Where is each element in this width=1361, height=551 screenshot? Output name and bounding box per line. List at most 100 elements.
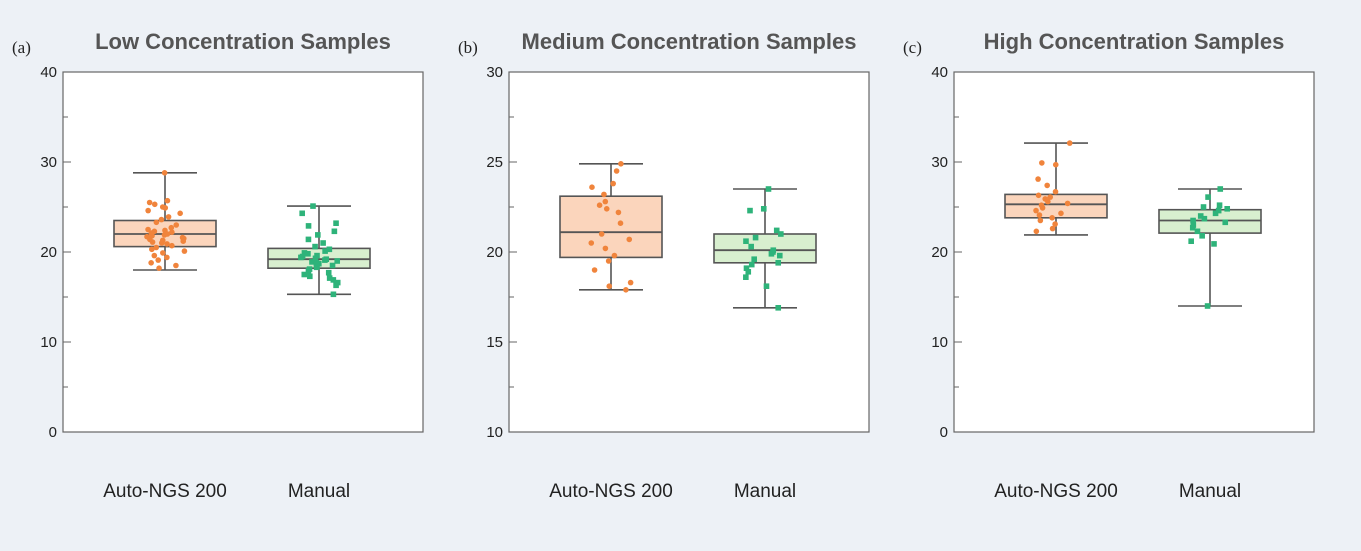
data-point bbox=[145, 207, 151, 214]
y-tick-label: 20 bbox=[486, 244, 503, 261]
x-category-label: Auto-NGS 200 bbox=[549, 481, 673, 502]
chart-title: Medium Concentration Samples bbox=[522, 29, 857, 54]
data-point bbox=[177, 210, 183, 217]
data-point bbox=[1049, 225, 1056, 232]
y-tick-label: 20 bbox=[40, 244, 57, 261]
data-point bbox=[743, 238, 749, 244]
data-point bbox=[155, 257, 162, 263]
data-point bbox=[1194, 228, 1201, 235]
data-point bbox=[299, 210, 305, 217]
y-tick-label: 25 bbox=[486, 154, 503, 171]
data-point bbox=[613, 168, 620, 174]
data-point bbox=[330, 277, 337, 283]
data-point bbox=[1205, 194, 1211, 200]
data-point bbox=[1212, 210, 1219, 217]
data-point bbox=[1058, 210, 1064, 217]
data-point bbox=[601, 191, 607, 198]
data-point bbox=[1039, 160, 1045, 166]
y-tick-label: 0 bbox=[49, 424, 57, 441]
data-point bbox=[305, 223, 312, 229]
y-tick-label: 15 bbox=[486, 334, 503, 351]
data-point bbox=[298, 254, 304, 261]
data-point bbox=[181, 248, 188, 254]
data-point bbox=[588, 240, 595, 246]
data-point bbox=[1033, 228, 1040, 235]
data-point bbox=[331, 228, 338, 235]
data-point bbox=[180, 238, 187, 244]
data-point bbox=[589, 184, 595, 190]
data-point bbox=[1215, 207, 1222, 214]
data-point bbox=[1199, 233, 1205, 239]
data-point bbox=[312, 243, 318, 250]
data-point bbox=[768, 251, 775, 257]
data-point bbox=[1045, 198, 1051, 205]
data-point bbox=[1197, 213, 1204, 219]
data-point bbox=[1035, 176, 1041, 182]
data-point bbox=[313, 264, 320, 271]
data-point bbox=[1211, 241, 1217, 247]
data-point bbox=[591, 267, 598, 273]
data-point bbox=[1047, 194, 1054, 200]
panel-label: (b) bbox=[458, 38, 478, 57]
chart-title: Low Concentration Samples bbox=[95, 29, 391, 54]
data-point bbox=[610, 180, 616, 187]
data-point bbox=[307, 273, 313, 280]
data-point bbox=[751, 256, 757, 262]
data-point bbox=[1222, 219, 1229, 226]
data-point bbox=[329, 262, 336, 269]
data-point bbox=[1200, 204, 1207, 210]
data-point bbox=[775, 260, 782, 266]
y-tick-label: 40 bbox=[40, 64, 57, 81]
y-tick-label: 30 bbox=[486, 64, 503, 81]
data-point bbox=[1049, 215, 1055, 221]
data-point bbox=[161, 170, 168, 176]
data-point bbox=[322, 257, 328, 263]
data-point bbox=[1035, 192, 1042, 199]
data-point bbox=[310, 203, 316, 209]
data-point bbox=[627, 279, 634, 286]
data-point bbox=[626, 236, 633, 243]
data-point bbox=[747, 207, 753, 214]
data-point bbox=[173, 222, 180, 228]
data-point bbox=[322, 248, 328, 254]
data-point bbox=[146, 199, 153, 206]
data-point bbox=[169, 229, 175, 235]
data-point bbox=[1039, 205, 1046, 211]
data-point bbox=[1201, 215, 1208, 222]
data-point bbox=[153, 219, 160, 226]
data-point bbox=[325, 269, 332, 276]
data-point bbox=[1204, 303, 1211, 309]
data-point bbox=[1052, 221, 1058, 227]
panel-label: (a) bbox=[12, 38, 31, 57]
data-point bbox=[312, 255, 319, 262]
data-point bbox=[320, 240, 326, 246]
data-point bbox=[173, 262, 179, 269]
data-point bbox=[315, 232, 321, 238]
data-point bbox=[1036, 212, 1043, 218]
y-tick-label: 30 bbox=[931, 154, 948, 171]
data-point bbox=[776, 252, 783, 259]
data-point bbox=[603, 206, 610, 212]
data-point bbox=[333, 220, 339, 226]
data-point bbox=[1064, 200, 1071, 207]
y-tick-label: 40 bbox=[931, 64, 948, 81]
data-point bbox=[1052, 188, 1059, 195]
panel-label: (c) bbox=[903, 38, 922, 57]
data-point bbox=[164, 197, 171, 204]
data-point bbox=[305, 268, 312, 274]
chart-title: High Concentration Samples bbox=[984, 29, 1285, 54]
data-point bbox=[301, 250, 308, 256]
data-point bbox=[333, 282, 339, 289]
y-tick-label: 10 bbox=[931, 334, 948, 351]
data-point bbox=[164, 241, 170, 247]
data-point bbox=[602, 245, 609, 252]
data-point bbox=[752, 234, 759, 241]
data-point bbox=[773, 227, 780, 234]
x-category-label: Auto-NGS 200 bbox=[994, 481, 1118, 502]
data-point bbox=[168, 224, 175, 231]
data-point bbox=[169, 242, 175, 249]
data-point bbox=[334, 258, 341, 264]
data-point bbox=[615, 209, 622, 216]
